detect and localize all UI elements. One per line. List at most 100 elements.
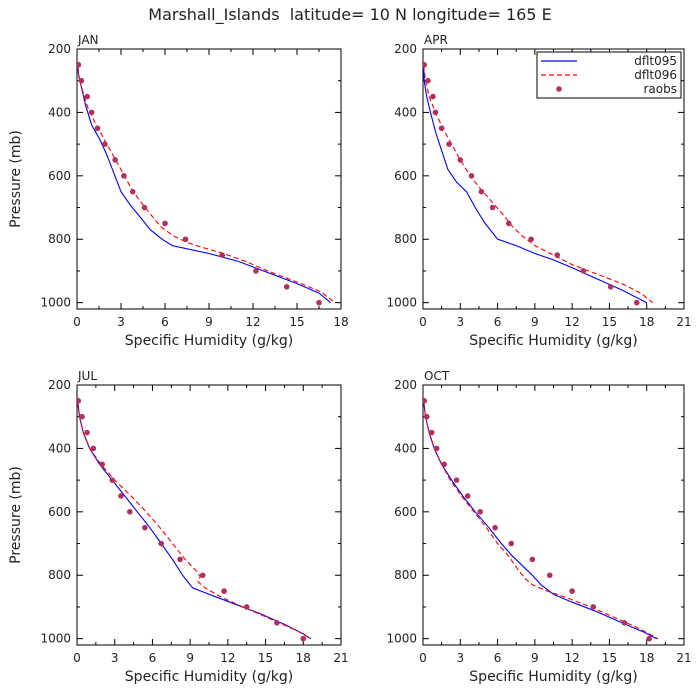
plot-frame (76, 384, 342, 646)
y-tick-label: 800 (48, 568, 71, 582)
x-tick-label: 3 (456, 315, 464, 329)
y-tick-label: 1000 (40, 632, 71, 646)
x-tick-label: 6 (494, 315, 502, 329)
x-tick-label: 6 (149, 651, 157, 665)
x-axis-label: Specific Humidity (g/kg) (125, 669, 293, 685)
x-tick-label: 12 (220, 651, 235, 665)
y-tick-label: 1000 (40, 296, 71, 310)
line-dflt095 (77, 64, 332, 304)
y-tick-label: 600 (394, 169, 417, 183)
data-point-raobs (199, 572, 206, 579)
data-point-raobs (505, 220, 512, 227)
x-axis-label: Specific Humidity (g/kg) (469, 333, 637, 349)
x-tick-label: 15 (258, 651, 273, 665)
data-point-raobs (425, 77, 431, 84)
x-tick-label: 18 (296, 651, 311, 665)
y-axis-label: Pressure (mb) (8, 466, 24, 564)
x-tick-label: 6 (494, 651, 502, 665)
y-tick-label: 200 (394, 378, 417, 392)
panel-label: APR (424, 33, 448, 47)
series-dflt096 (77, 400, 312, 640)
data-point-raobs (127, 509, 133, 515)
data-point-raobs (88, 109, 95, 116)
line-dflt096 (77, 64, 336, 304)
series-dflt095 (423, 64, 647, 304)
data-point-raobs (423, 398, 428, 404)
x-tick-label: 9 (186, 651, 194, 665)
x-axis-label: Specific Humidity (g/kg) (469, 669, 637, 685)
x-tick-label: 0 (73, 315, 81, 329)
data-point-raobs (607, 284, 614, 290)
line-dflt096 (77, 400, 312, 640)
series-dflt096 (423, 64, 654, 304)
data-point-raobs (430, 93, 436, 100)
x-tick-label: 21 (676, 315, 691, 329)
data-point-raobs (554, 252, 561, 258)
data-point-raobs (300, 635, 307, 642)
data-point-raobs (162, 220, 168, 227)
data-point-raobs (432, 109, 439, 116)
data-point-raobs (590, 604, 597, 610)
y-tick-label: 800 (394, 568, 417, 582)
y-tick-label: 400 (394, 105, 417, 119)
y-tick-label: 600 (48, 505, 71, 519)
data-point-raobs (529, 556, 536, 563)
data-point-raobs (99, 461, 105, 468)
x-tick-label: 15 (602, 651, 617, 665)
x-tick-label: 3 (117, 315, 125, 329)
line-dflt096 (423, 400, 659, 640)
data-point-raobs (633, 299, 640, 306)
legend-label-raobs: raobs (644, 82, 678, 96)
series-raobs (423, 398, 652, 642)
y-tick-label: 200 (48, 378, 71, 392)
x-tick-label: 6 (161, 315, 169, 329)
data-point-raobs (423, 413, 430, 420)
data-point-raobs (112, 157, 118, 163)
y-tick-label: 1000 (386, 296, 417, 310)
data-point-raobs (121, 173, 127, 179)
data-point-raobs (438, 125, 445, 132)
x-tick-label: 21 (333, 651, 348, 665)
data-point-raobs (90, 445, 97, 452)
data-point-raobs (423, 62, 428, 68)
x-tick-label: 0 (419, 315, 427, 329)
data-point-raobs (546, 572, 553, 579)
data-point-raobs (274, 620, 280, 626)
data-point-raobs (79, 413, 85, 420)
data-point-raobs (182, 236, 189, 243)
x-tick-label: 18 (639, 651, 654, 665)
panel-label: JAN (77, 33, 99, 47)
data-point-raobs (646, 635, 652, 642)
data-point-raobs (84, 429, 90, 436)
x-tick-label: 12 (245, 315, 260, 329)
data-point-raobs (221, 588, 227, 594)
data-point-raobs (468, 173, 475, 179)
data-point-raobs (508, 540, 515, 547)
data-point-raobs (253, 268, 259, 274)
y-axis-label: Pressure (mb) (8, 130, 24, 228)
x-tick-label: 9 (531, 315, 539, 329)
y-tick-label: 600 (48, 169, 71, 183)
series-raobs (77, 62, 322, 306)
y-tick-label: 400 (48, 441, 71, 455)
x-tick-label: 0 (73, 651, 81, 665)
series-dflt095 (77, 64, 332, 304)
x-tick-label: 9 (205, 315, 213, 329)
data-point-raobs (177, 556, 183, 563)
series-raobs (423, 62, 640, 306)
x-tick-label: 9 (531, 651, 539, 665)
data-point-raobs (492, 524, 498, 531)
x-tick-label: 3 (111, 651, 119, 665)
x-tick-label: 18 (333, 315, 348, 329)
data-point-raobs (433, 445, 440, 452)
data-point-raobs (580, 268, 587, 274)
data-point-raobs (489, 204, 496, 211)
data-point-raobs (446, 141, 452, 147)
data-point-raobs (528, 236, 534, 243)
